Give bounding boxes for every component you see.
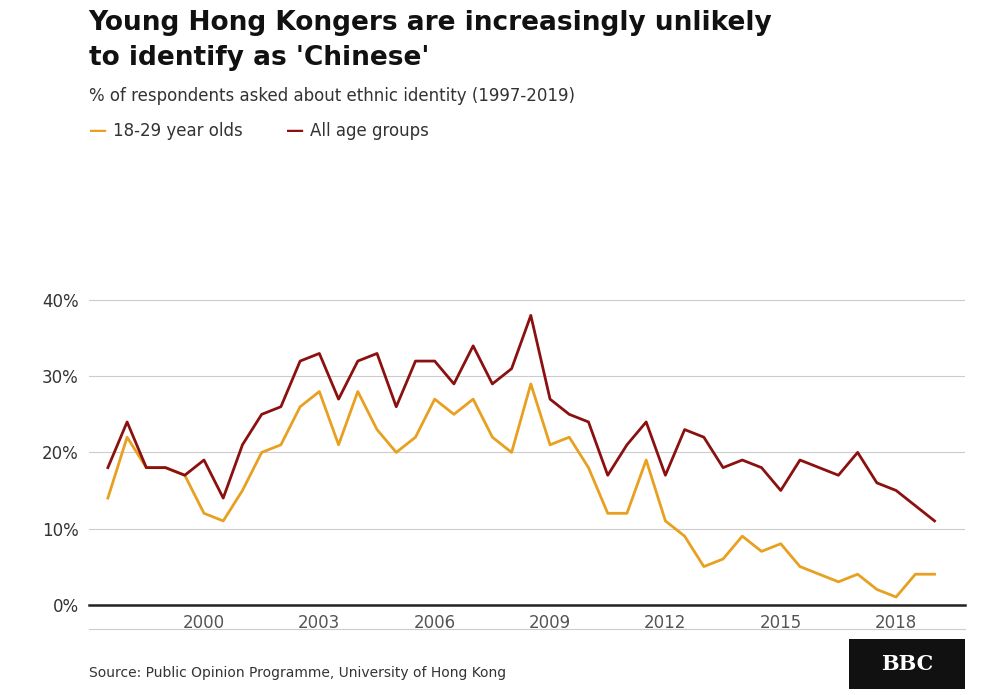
Text: BBC: BBC [881,655,934,674]
Text: to identify as 'Chinese': to identify as 'Chinese' [89,45,429,71]
Text: —: — [286,122,303,140]
Text: % of respondents asked about ethnic identity (1997-2019): % of respondents asked about ethnic iden… [89,87,574,105]
Text: All age groups: All age groups [310,122,429,140]
Text: 18-29 year olds: 18-29 year olds [113,122,243,140]
Text: Source: Public Opinion Programme, University of Hong Kong: Source: Public Opinion Programme, Univer… [89,666,505,680]
Text: Young Hong Kongers are increasingly unlikely: Young Hong Kongers are increasingly unli… [89,10,772,36]
Text: —: — [89,122,106,140]
